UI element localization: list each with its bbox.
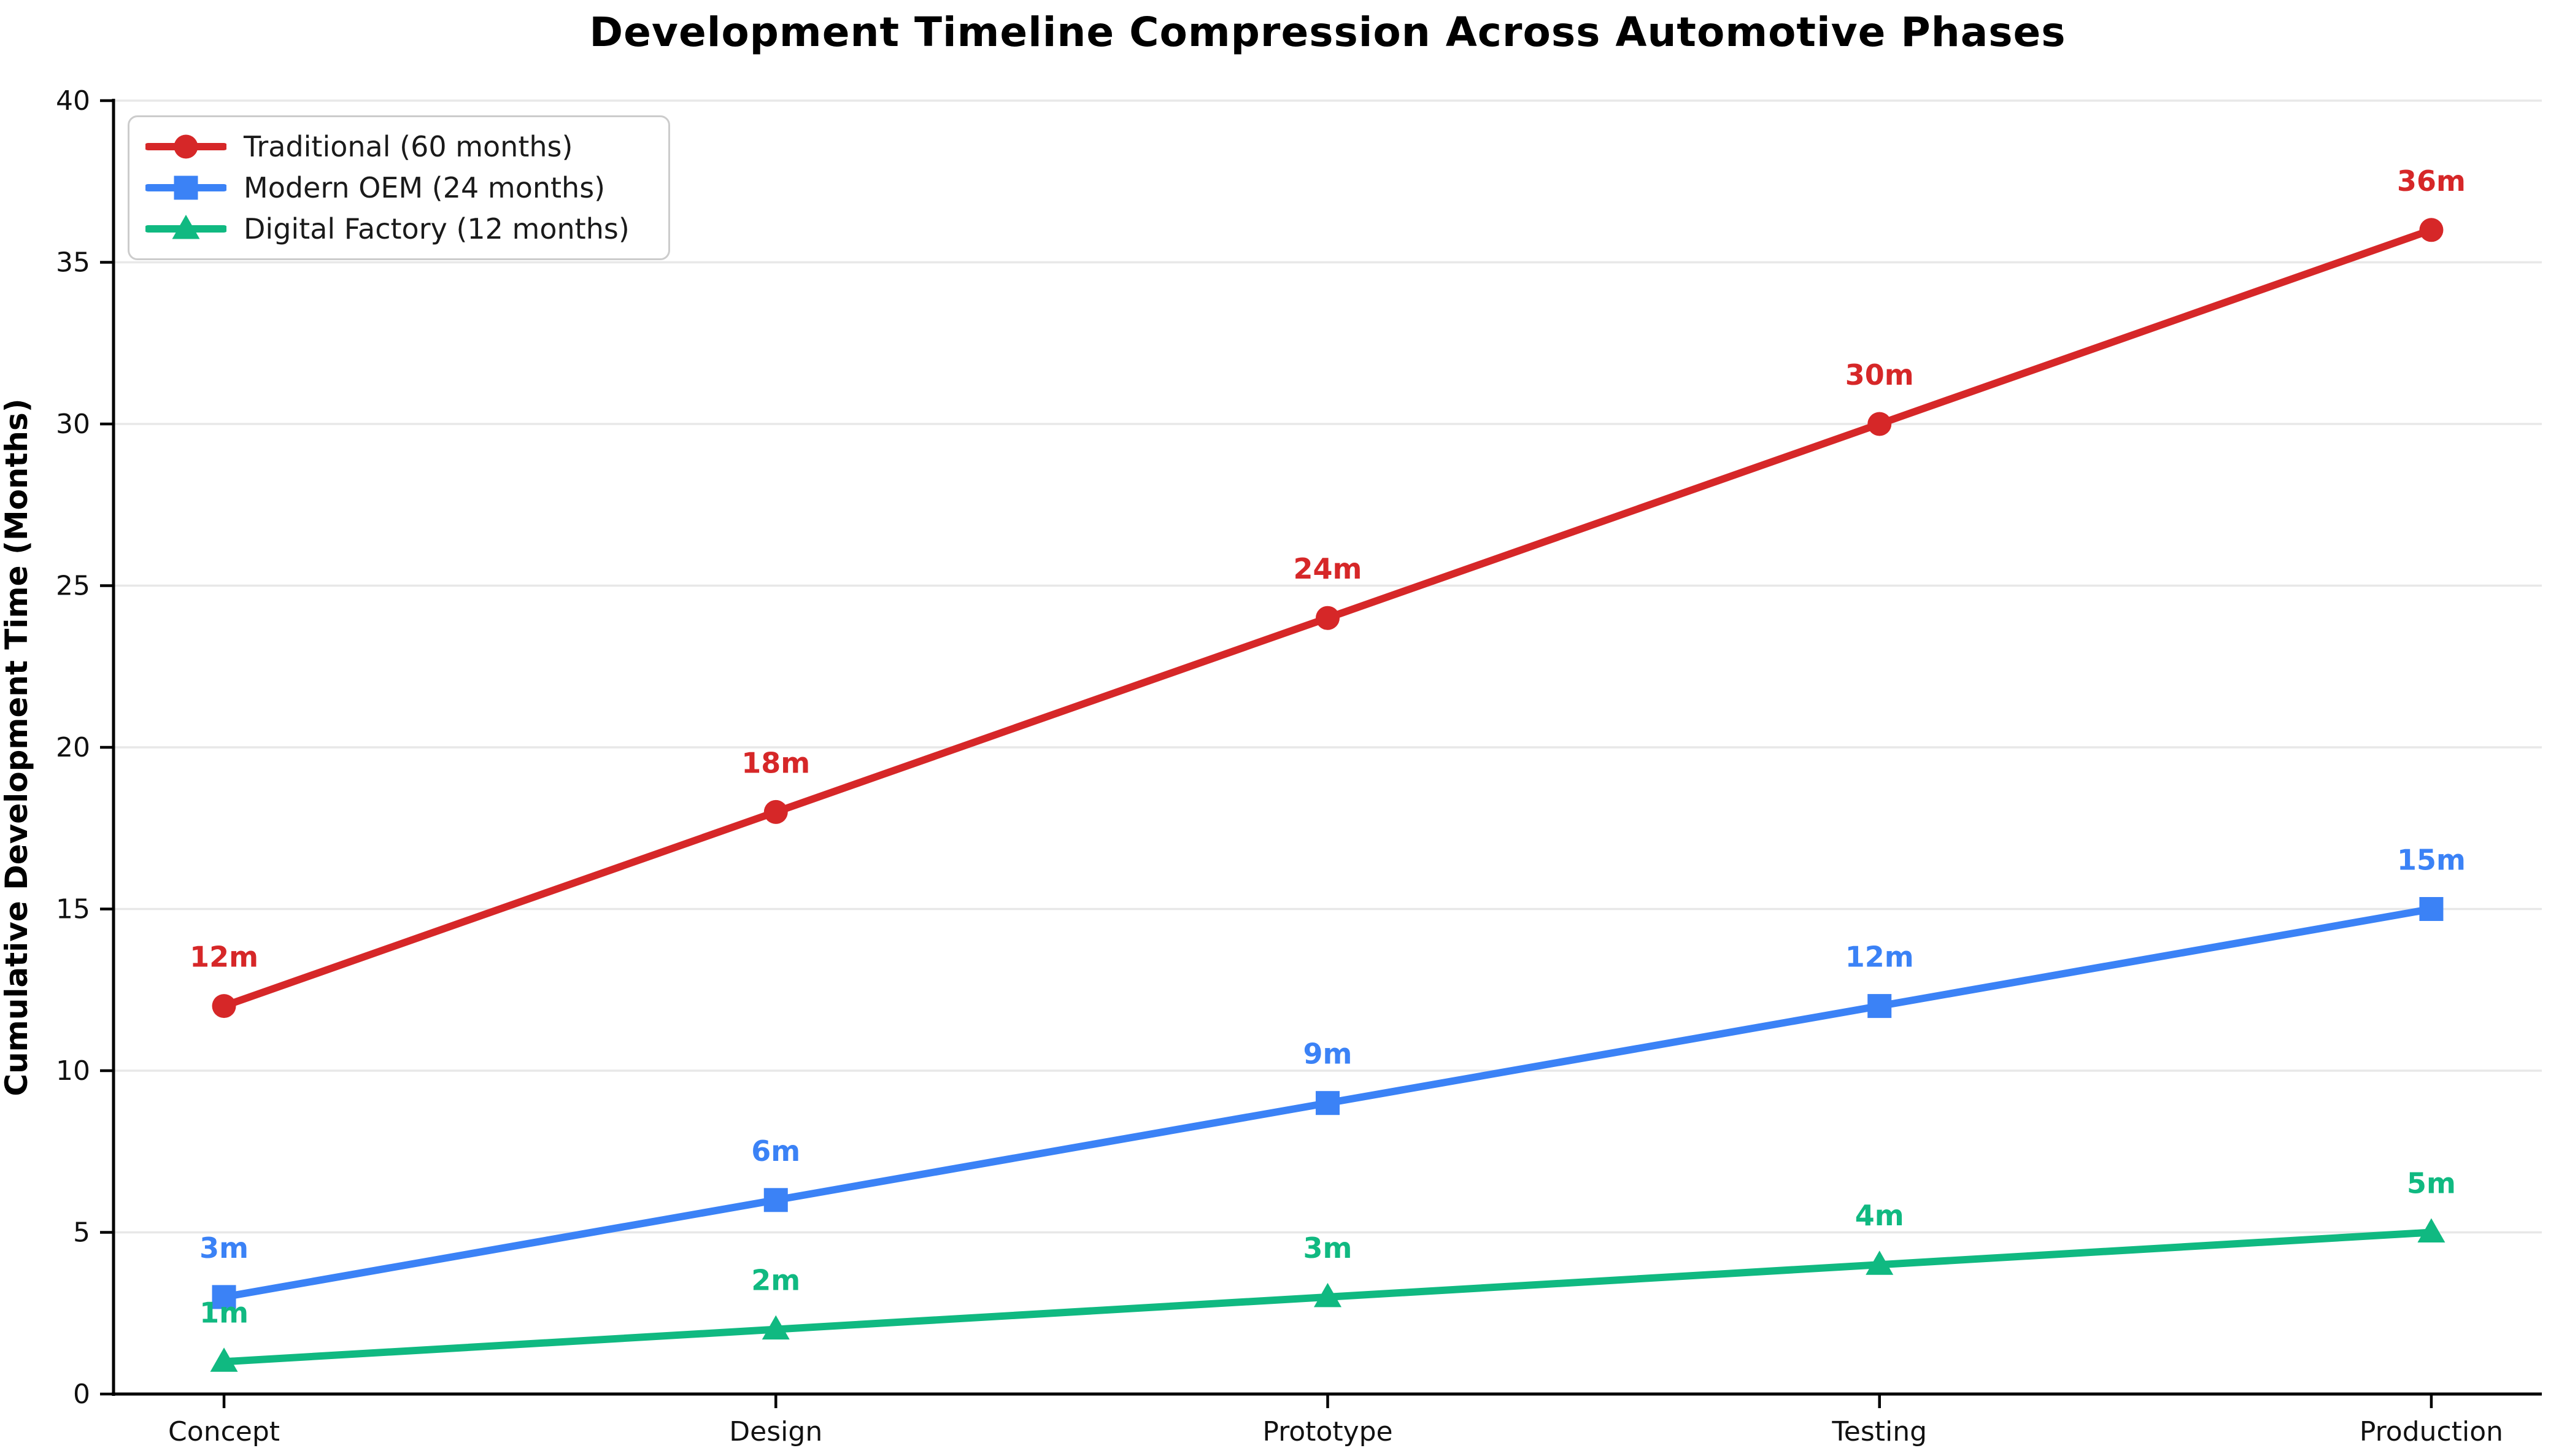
legend-label: Digital Factory (12 months) (244, 212, 630, 246)
x-tick-label: Testing (1831, 1416, 1927, 1447)
point-label: 4m (1855, 1199, 1904, 1232)
data-point-marker (1866, 1250, 1894, 1275)
point-label: 1m (199, 1296, 249, 1329)
point-label: 2m (751, 1264, 800, 1297)
point-label: 5m (2407, 1167, 2456, 1200)
legend-swatch-triangle-icon (145, 215, 226, 239)
x-tick-label: Prototype (1262, 1416, 1392, 1447)
point-label: 36m (2397, 164, 2466, 198)
point-label: 12m (1845, 941, 1914, 974)
y-tick-label: 40 (56, 85, 90, 117)
legend-swatch-square-icon (145, 175, 226, 200)
legend: Traditional (60 months) Modern OEM (24 mo… (128, 115, 670, 260)
y-tick-label: 25 (56, 571, 90, 602)
legend-label: Traditional (60 months) (244, 129, 573, 163)
data-point-marker (172, 215, 200, 239)
x-tick-label: Production (2360, 1416, 2503, 1447)
point-label: 9m (1303, 1038, 1353, 1071)
y-tick-label: 0 (73, 1379, 90, 1410)
legend-label: Modern OEM (24 months) (244, 171, 606, 204)
y-tick-label: 5 (73, 1217, 90, 1249)
data-point-marker (1314, 1282, 1341, 1308)
data-point-marker (2417, 1218, 2445, 1242)
y-tick-label: 20 (56, 732, 90, 763)
data-point-marker (762, 1315, 790, 1340)
data-point-marker (210, 1347, 238, 1372)
point-label: 15m (2397, 844, 2466, 877)
data-point-marker (1867, 412, 1892, 436)
legend-swatch-circle-icon (145, 134, 226, 159)
data-point-marker (174, 175, 198, 200)
legend-item: Modern OEM (24 months) (145, 171, 656, 205)
series-layer: 12m 18m 24m 30m 36m 3m 6m 9m 12m 15m 1m 2m 3m 4m 5m (190, 164, 2466, 1372)
data-point-marker (2419, 218, 2444, 242)
point-label: 30m (1845, 358, 1914, 391)
legend-item: Digital Factory (12 months) (145, 212, 656, 246)
y-tick-label: 30 (56, 409, 90, 440)
point-label: 3m (199, 1231, 249, 1265)
data-point-marker (763, 799, 788, 824)
point-label: 6m (751, 1134, 800, 1168)
y-tick-label: 15 (56, 894, 90, 925)
y-tick-label: 10 (56, 1055, 90, 1087)
data-point-marker (1316, 606, 1340, 630)
data-point-marker (763, 1188, 788, 1212)
axes-layer: 0 5 10 15 20 25 30 35 40 Concept Design Prototype Te… (56, 85, 2542, 1447)
data-point-marker (2419, 897, 2444, 921)
gridlines-layer (114, 99, 2542, 1395)
legend-item: Traditional (60 months) (145, 129, 656, 164)
data-point-marker (174, 134, 198, 159)
chart-title: Development Timeline Compression Across … (589, 9, 2066, 56)
point-label: 3m (1303, 1231, 1353, 1265)
data-point-marker (1867, 994, 1892, 1019)
y-tick-label: 35 (56, 247, 90, 279)
data-point-marker (1316, 1091, 1340, 1115)
x-tick-label: Design (729, 1416, 822, 1447)
point-label: 12m (190, 941, 258, 974)
data-point-marker (212, 1285, 236, 1309)
point-label: 24m (1294, 552, 1362, 585)
data-point-marker (212, 994, 236, 1019)
x-tick-label: Concept (168, 1416, 280, 1447)
point-label: 18m (741, 746, 810, 779)
y-axis-title: Cumulative Development Time (Months) (0, 398, 34, 1096)
